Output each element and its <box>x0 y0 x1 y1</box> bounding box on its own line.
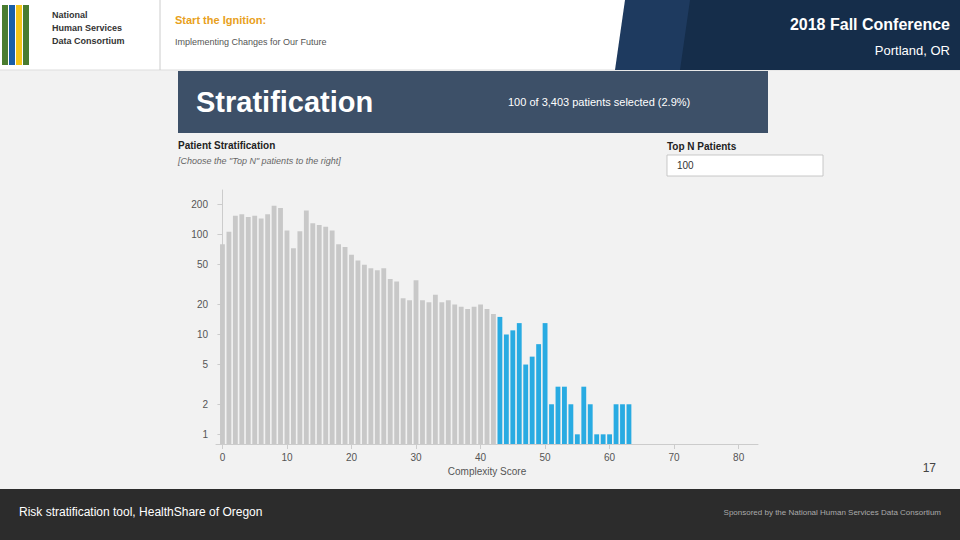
svg-text:100: 100 <box>677 160 694 171</box>
svg-text:30: 30 <box>410 452 422 463</box>
svg-text:10: 10 <box>197 329 209 340</box>
svg-text:[Choose the "Top N" patients t: [Choose the "Top N" patients to the righ… <box>177 156 341 166</box>
svg-text:17: 17 <box>923 461 937 475</box>
svg-text:Sponsored by the National Huma: Sponsored by the National Human Services… <box>724 508 942 517</box>
svg-text:Complexity Score: Complexity Score <box>448 466 527 477</box>
svg-text:Start the Ignition:: Start the Ignition: <box>175 14 266 26</box>
svg-text:Data Consortium: Data Consortium <box>52 36 125 46</box>
svg-text:Patient Stratification: Patient Stratification <box>178 140 275 151</box>
svg-text:100 of 3,403 patients selected: 100 of 3,403 patients selected (2.9%) <box>508 96 690 108</box>
svg-text:Top N Patients: Top N Patients <box>667 141 737 152</box>
svg-text:2018 Fall Conference: 2018 Fall Conference <box>790 16 950 33</box>
svg-text:Stratification: Stratification <box>196 86 373 118</box>
svg-text:50: 50 <box>197 259 209 270</box>
svg-text:100: 100 <box>191 229 208 240</box>
svg-text:Implementing Changes for Our F: Implementing Changes for Our Future <box>175 37 327 47</box>
svg-text:1: 1 <box>202 429 208 440</box>
svg-text:20: 20 <box>346 452 358 463</box>
svg-text:80: 80 <box>733 452 745 463</box>
svg-text:Human Services: Human Services <box>52 23 122 33</box>
svg-text:20: 20 <box>197 299 209 310</box>
svg-text:40: 40 <box>475 452 487 463</box>
svg-text:50: 50 <box>540 452 552 463</box>
svg-text:Portland, OR: Portland, OR <box>875 43 950 58</box>
svg-text:70: 70 <box>669 452 681 463</box>
svg-text:National: National <box>52 10 88 20</box>
svg-text:200: 200 <box>191 199 208 210</box>
svg-text:Risk stratification tool, Heal: Risk stratification tool, HealthShare of… <box>19 505 262 519</box>
svg-text:60: 60 <box>604 452 616 463</box>
svg-text:5: 5 <box>202 359 208 370</box>
svg-text:2: 2 <box>202 399 208 410</box>
svg-text:10: 10 <box>281 452 293 463</box>
svg-text:0: 0 <box>220 452 226 463</box>
